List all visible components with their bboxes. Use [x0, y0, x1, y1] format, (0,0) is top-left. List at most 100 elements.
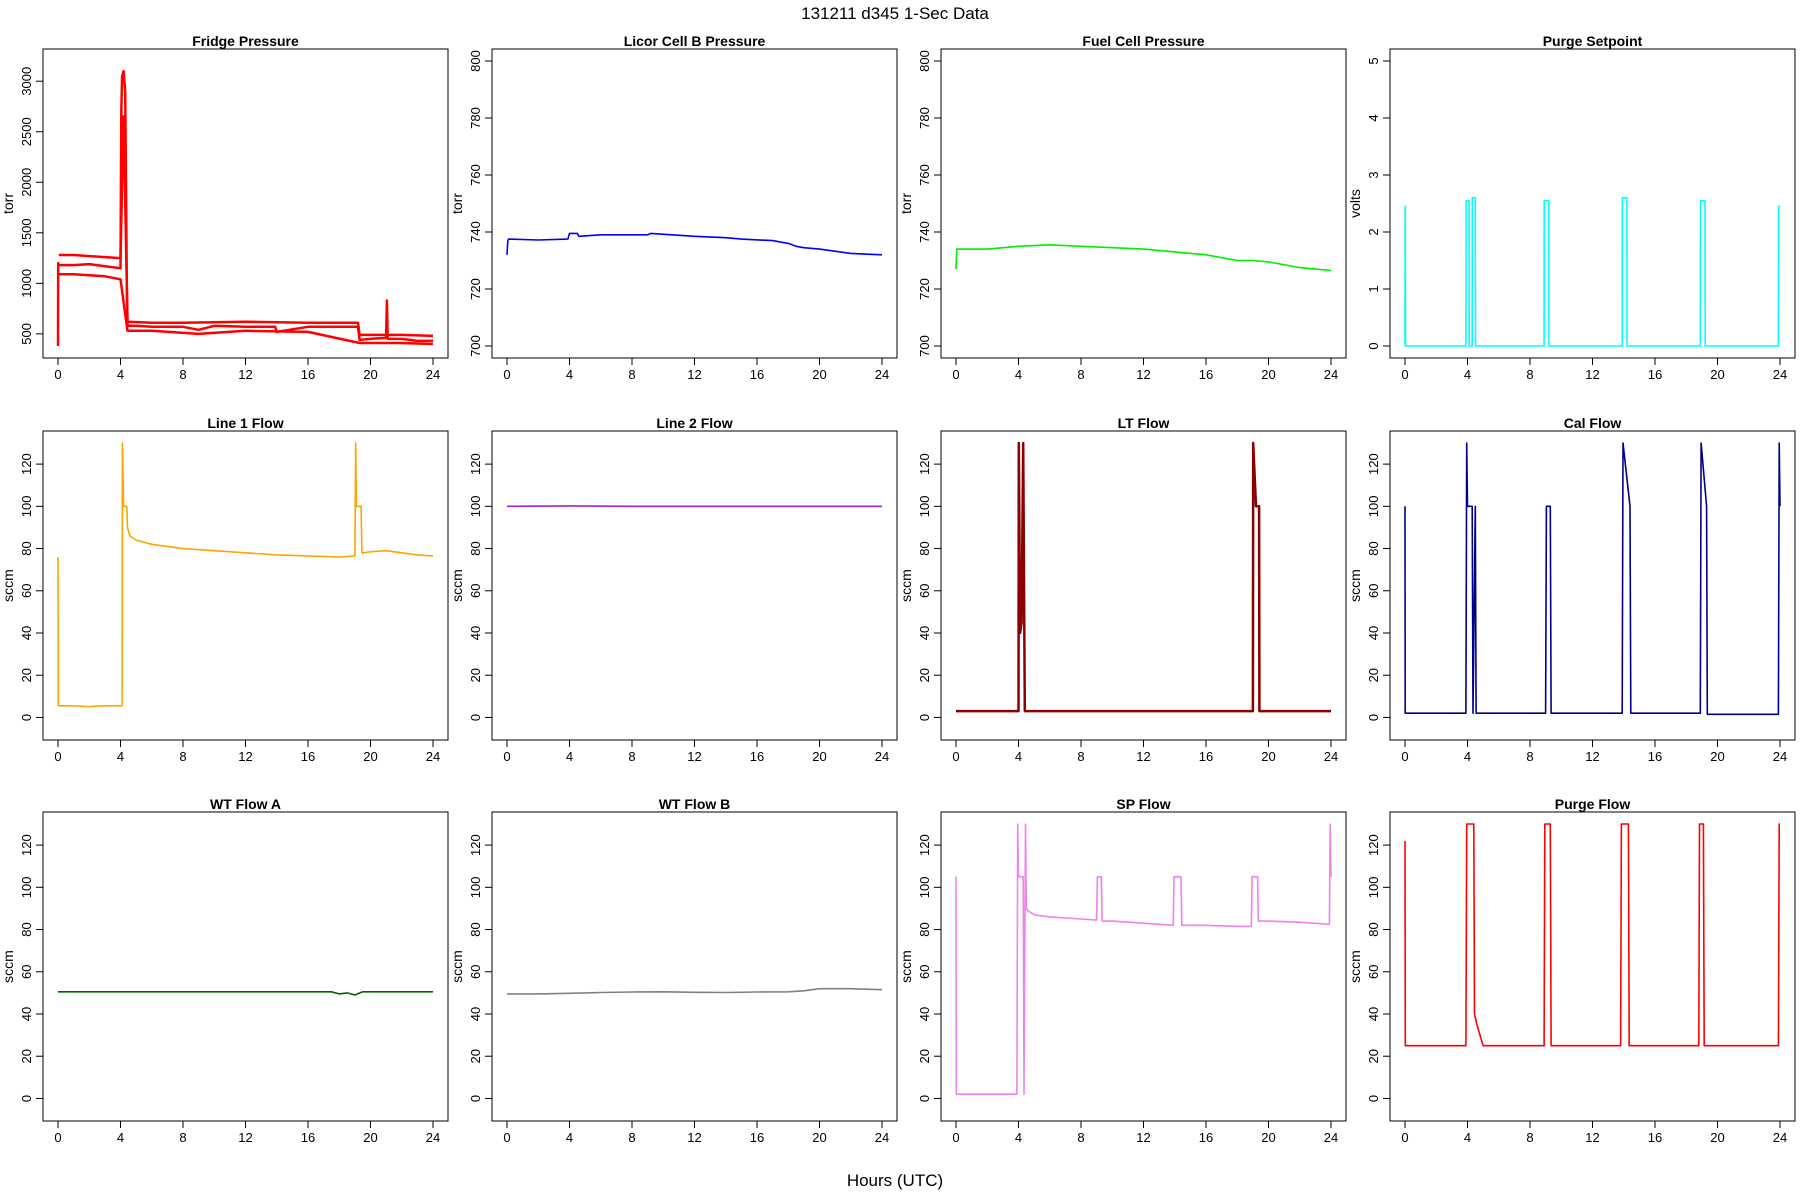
- y-axis-label: sccm: [898, 950, 914, 983]
- y-tick-label: 0: [19, 1095, 34, 1102]
- x-tick-label: 24: [875, 1130, 889, 1145]
- x-tick-label: 0: [952, 749, 959, 764]
- x-tick-label: 8: [1077, 367, 1084, 382]
- series-group: [955, 823, 1332, 1095]
- x-tick-label: 16: [750, 1130, 764, 1145]
- x-tick-label: 0: [503, 1130, 510, 1145]
- y-tick-label: 80: [1366, 541, 1381, 555]
- y-tick-label: 20: [917, 668, 932, 682]
- y-tick-label: 760: [468, 164, 483, 186]
- y-tick-label: 0: [917, 1095, 932, 1102]
- panel-8: Cal Flow 0 4 8 12 16 20 24 0 20 40 60 80 100 120 sccm: [1347, 415, 1796, 764]
- x-tick-label: 12: [687, 1130, 701, 1145]
- y-tick-label: 80: [19, 541, 34, 555]
- x-tick-label: 8: [179, 749, 186, 764]
- x-tick-label: 8: [1526, 1130, 1533, 1145]
- x-tick-label: 4: [1015, 367, 1022, 382]
- x-tick-label: 0: [1401, 367, 1408, 382]
- plot-frame: [491, 430, 898, 741]
- x-tick-label: 8: [1526, 367, 1533, 382]
- panel-title: LT Flow: [1118, 415, 1170, 431]
- x-tick-label: 16: [1199, 367, 1213, 382]
- plot-frame: [940, 430, 1347, 741]
- y-tick-label: 60: [1366, 965, 1381, 979]
- y-tick-label: 0: [468, 714, 483, 721]
- y-tick-label: 120: [1366, 834, 1381, 856]
- x-tick-label: 0: [503, 749, 510, 764]
- y-tick-label: 80: [19, 922, 34, 936]
- y-tick-label: 2000: [19, 168, 34, 197]
- y-axis-label: sccm: [449, 569, 465, 602]
- x-tick-label: 0: [503, 367, 510, 382]
- x-tick-label: 20: [1710, 367, 1724, 382]
- panel-9: WT Flow A 0 4 8 12 16 20 24 0 20 40 60 80 100 120 sccm: [0, 796, 449, 1145]
- x-tick-label: 4: [1464, 367, 1471, 382]
- panel-title: Licor Cell B Pressure: [624, 33, 766, 49]
- y-tick-label: 3: [1366, 171, 1381, 178]
- y-tick-label: 80: [917, 541, 932, 555]
- y-axis-label: torr: [449, 193, 465, 214]
- panel-title: Cal Flow: [1564, 415, 1622, 431]
- y-tick-label: 20: [468, 668, 483, 682]
- y-tick-label: 40: [1366, 626, 1381, 640]
- x-tick-label: 8: [179, 367, 186, 382]
- panel-10: WT Flow B 0 4 8 12 16 20 24 0 20 40 60 80 100 120 sccm: [449, 796, 898, 1145]
- y-tick-label: 60: [468, 584, 483, 598]
- plot-frame: [940, 48, 1347, 359]
- y-axis-label: sccm: [1347, 950, 1363, 983]
- x-tick-label: 16: [301, 367, 315, 382]
- x-tick-label: 4: [1464, 1130, 1471, 1145]
- y-tick-label: 120: [468, 453, 483, 475]
- y-tick-label: 40: [917, 1007, 932, 1021]
- y-tick-label: 800: [917, 50, 932, 72]
- series-group: [956, 441, 1331, 713]
- data-line-3: [58, 272, 434, 346]
- x-tick-label: 24: [1773, 1130, 1787, 1145]
- y-tick-label: 740: [917, 221, 932, 243]
- x-tick-label: 12: [1585, 749, 1599, 764]
- y-tick-label: 60: [19, 584, 34, 598]
- x-tick-label: 24: [875, 367, 889, 382]
- data-line-1: [506, 232, 883, 256]
- panel-2: Licor Cell B Pressure 0 4 8 12 16 20 24 700 720 74…: [449, 33, 898, 382]
- x-tick-label: 8: [1077, 1130, 1084, 1145]
- y-axis-label: sccm: [0, 569, 16, 602]
- data-line-2: [58, 115, 434, 338]
- y-tick-label: 40: [917, 626, 932, 640]
- series-group: [58, 990, 433, 996]
- figure-title: 131211 d345 1-Sec Data: [801, 4, 989, 23]
- x-tick-label: 24: [426, 367, 440, 382]
- x-tick-label: 24: [426, 1130, 440, 1145]
- panel-11: SP Flow 0 4 8 12 16 20 24 0 20 40 60 80 100 120 sccm: [898, 796, 1347, 1145]
- y-tick-label: 20: [1366, 1049, 1381, 1063]
- panel-title: Purge Flow: [1555, 796, 1631, 812]
- x-tick-label: 0: [54, 367, 61, 382]
- x-tick-label: 4: [117, 749, 124, 764]
- x-tick-label: 16: [1648, 749, 1662, 764]
- data-line-1: [507, 987, 883, 995]
- panel-12: Purge Flow 0 4 8 12 16 20 24 0 20 40 60 80 100 120 sccm: [1347, 796, 1796, 1145]
- data-line-1: [1404, 823, 1780, 1047]
- y-tick-label: 120: [1366, 453, 1381, 475]
- x-tick-label: 16: [1648, 1130, 1662, 1145]
- y-tick-label: 100: [19, 876, 34, 898]
- x-tick-label: 4: [117, 1130, 124, 1145]
- data-line-1: [1404, 442, 1781, 716]
- x-tick-label: 8: [179, 1130, 186, 1145]
- y-tick-label: 0: [1366, 342, 1381, 349]
- y-tick-label: 700: [468, 335, 483, 357]
- x-tick-label: 24: [1324, 1130, 1338, 1145]
- x-tick-label: 20: [363, 367, 377, 382]
- x-tick-label: 8: [1526, 749, 1533, 764]
- y-tick-label: 40: [19, 1007, 34, 1021]
- y-axis-label: volts: [1347, 189, 1363, 218]
- data-line-1: [1404, 197, 1780, 347]
- y-tick-label: 760: [917, 164, 932, 186]
- x-tick-label: 8: [628, 367, 635, 382]
- x-tick-label: 12: [238, 749, 252, 764]
- data-line-1: [56, 69, 433, 347]
- x-tick-label: 20: [812, 1130, 826, 1145]
- series-group: [1404, 823, 1780, 1047]
